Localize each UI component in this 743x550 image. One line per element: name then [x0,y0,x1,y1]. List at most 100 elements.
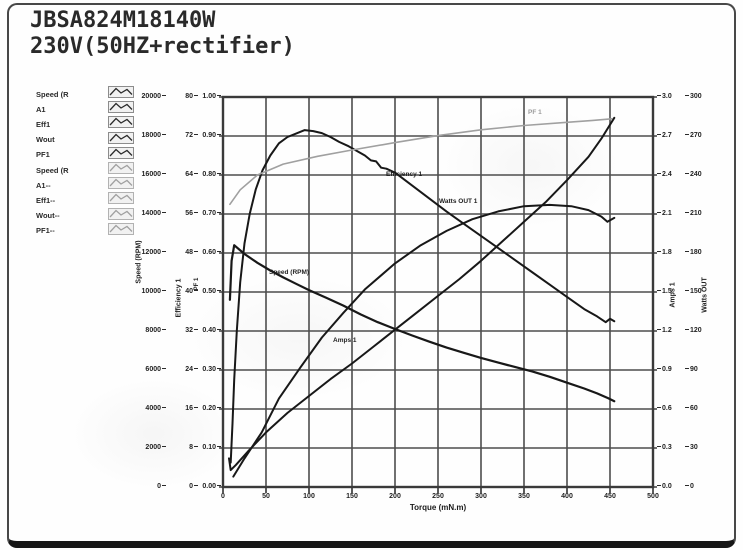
legend-item: Eff1 [36,115,134,133]
x-tick-label: 50 [262,493,270,500]
pf-tick-label: 0.60 [196,248,221,258]
curve-annotation: Speed (RPM) [269,269,310,276]
efficiency-tick-label: 64 [168,170,198,180]
legend-item: A1-- [36,176,134,194]
curve-thumbnail-icon [108,100,134,118]
legend-item-label: Eff1-- [36,195,56,205]
legend-item: Speed (R [36,86,134,101]
legend-item: A1 [36,100,134,118]
watts-tick-label: 120 [685,326,713,336]
pf-tick-label: 1.00 [196,92,221,102]
x-tick-label: 400 [561,493,573,500]
curve-annotation: PF 1 [528,109,542,116]
speed-tick-label: 0 [126,482,166,492]
watts-tick-label: 270 [685,131,713,141]
watts-tick-label: 240 [685,170,713,180]
watts-tick-label: 210 [685,209,713,219]
efficiency-tick-label: 24 [168,365,198,375]
x-tick-label: 100 [303,493,315,500]
legend-item: PF1-- [36,222,134,240]
pf-tick-label: 0.10 [196,443,221,453]
amps-axis-title: Amps 1 [669,282,677,308]
efficiency-tick-label: 16 [168,404,198,414]
x-tick-label: 450 [604,493,616,500]
curve-thumbnail-icon [108,176,134,194]
legend-item: Wout [36,131,134,147]
legend-item-label: Speed (R [36,165,69,175]
watts-tick-label: 60 [685,404,713,414]
x-tick-label: 250 [432,493,444,500]
speed-tick-label: 10000 [126,287,166,297]
curve-annotation: Watts OUT 1 [439,198,478,205]
efficiency-tick-label: 32 [168,326,198,336]
legend-item: Speed (R [36,161,134,179]
x-tick-label: 350 [518,493,530,500]
efficiency-tick-label: 72 [168,131,198,141]
speed-tick-label: 4000 [126,404,166,414]
x-tick-label: 500 [647,493,659,500]
speed-tick-label: 18000 [126,131,166,141]
amps-tick-label: 1.5 [657,287,681,297]
efficiency-tick-label: 8 [168,443,198,453]
curve-annotation: Efficiency 1 [386,171,423,178]
curve-thumbnail-icon [108,222,134,240]
pf-tick-label: 0.90 [196,131,221,141]
efficiency-axis-title: Efficiency 1 [175,278,183,318]
watts-tick-label: 300 [685,92,713,102]
efficiency-tick-label: 0 [168,482,198,492]
watts-tick-label: 180 [685,248,713,258]
amps-tick-label: 1.2 [657,326,681,336]
efficiency-tick-label: 40 [168,287,198,297]
speed-tick-label: 14000 [126,209,166,219]
legend-item-label: Speed (R [36,89,69,99]
pf-tick-label: 0.30 [196,365,221,375]
speed-tick-label: 16000 [126,170,166,180]
speed-axis-title: Speed (RPM) [135,240,143,284]
amps-tick-label: 0.9 [657,365,681,375]
curve-thumbnail-icon [108,191,134,209]
legend-item-label: PF1-- [36,226,55,236]
curve-thumbnail-icon [108,161,134,179]
plot-area: Speed (RPM) Amps 1 Efficiency 1 Watts OUT 1… [219,95,657,493]
speed-tick-label: 20000 [126,92,166,102]
amps-tick-label: 1.8 [657,248,681,258]
title-block: JBSA824M18140W 230V(50HZ+rectifier) [30,8,295,60]
voltage-spec: 230V(50HZ+rectifier) [30,34,295,59]
speed-tick-label: 8000 [126,326,166,336]
x-tick-label: 200 [389,493,401,500]
amps-tick-label: 0.3 [657,443,681,453]
legend-item-label: Eff1 [36,119,51,129]
legend-item-label: Wout [36,135,55,145]
pf-tick-label: 0.20 [196,404,221,414]
legend-item: Wout-- [36,207,134,223]
curve-thumbnail-icon [108,146,134,164]
legend-item-label: Wout-- [36,211,60,221]
amps-tick-label: 3.0 [657,92,681,102]
watts-tick-label: 90 [685,365,713,375]
speed-tick-label: 2000 [126,443,166,453]
efficiency-tick-label: 56 [168,209,198,219]
watts-tick-label: 0 [685,482,713,492]
amps-tick-label: 2.4 [657,170,681,180]
amps-tick-label: 2.1 [657,209,681,219]
x-tick-label: 300 [475,493,487,500]
curve-thumbnail-icon [108,115,134,133]
pf-tick-label: 0.00 [196,482,221,492]
x-tick-label: 0 [221,493,225,500]
amps-tick-label: 0.0 [657,482,681,492]
x-axis-title: Torque (mN.m) [409,503,467,512]
watts-tick-label: 150 [685,287,713,297]
legend-item: Eff1-- [36,191,134,209]
legend-item: PF1 [36,146,134,164]
x-tick-label: 150 [346,493,358,500]
speed-tick-label: 6000 [126,365,166,375]
pf-tick-label: 0.80 [196,170,221,180]
legend-item-label: A1 [36,104,46,114]
model-number: JBSA824M18140W [30,8,216,33]
legend-item-label: A1-- [36,180,51,190]
curve-annotation: Amps 1 [333,337,357,344]
pf-axis-title: PF 1 [194,277,200,291]
chart-canvas [219,95,657,493]
pf-tick-label: 0.70 [196,209,221,219]
